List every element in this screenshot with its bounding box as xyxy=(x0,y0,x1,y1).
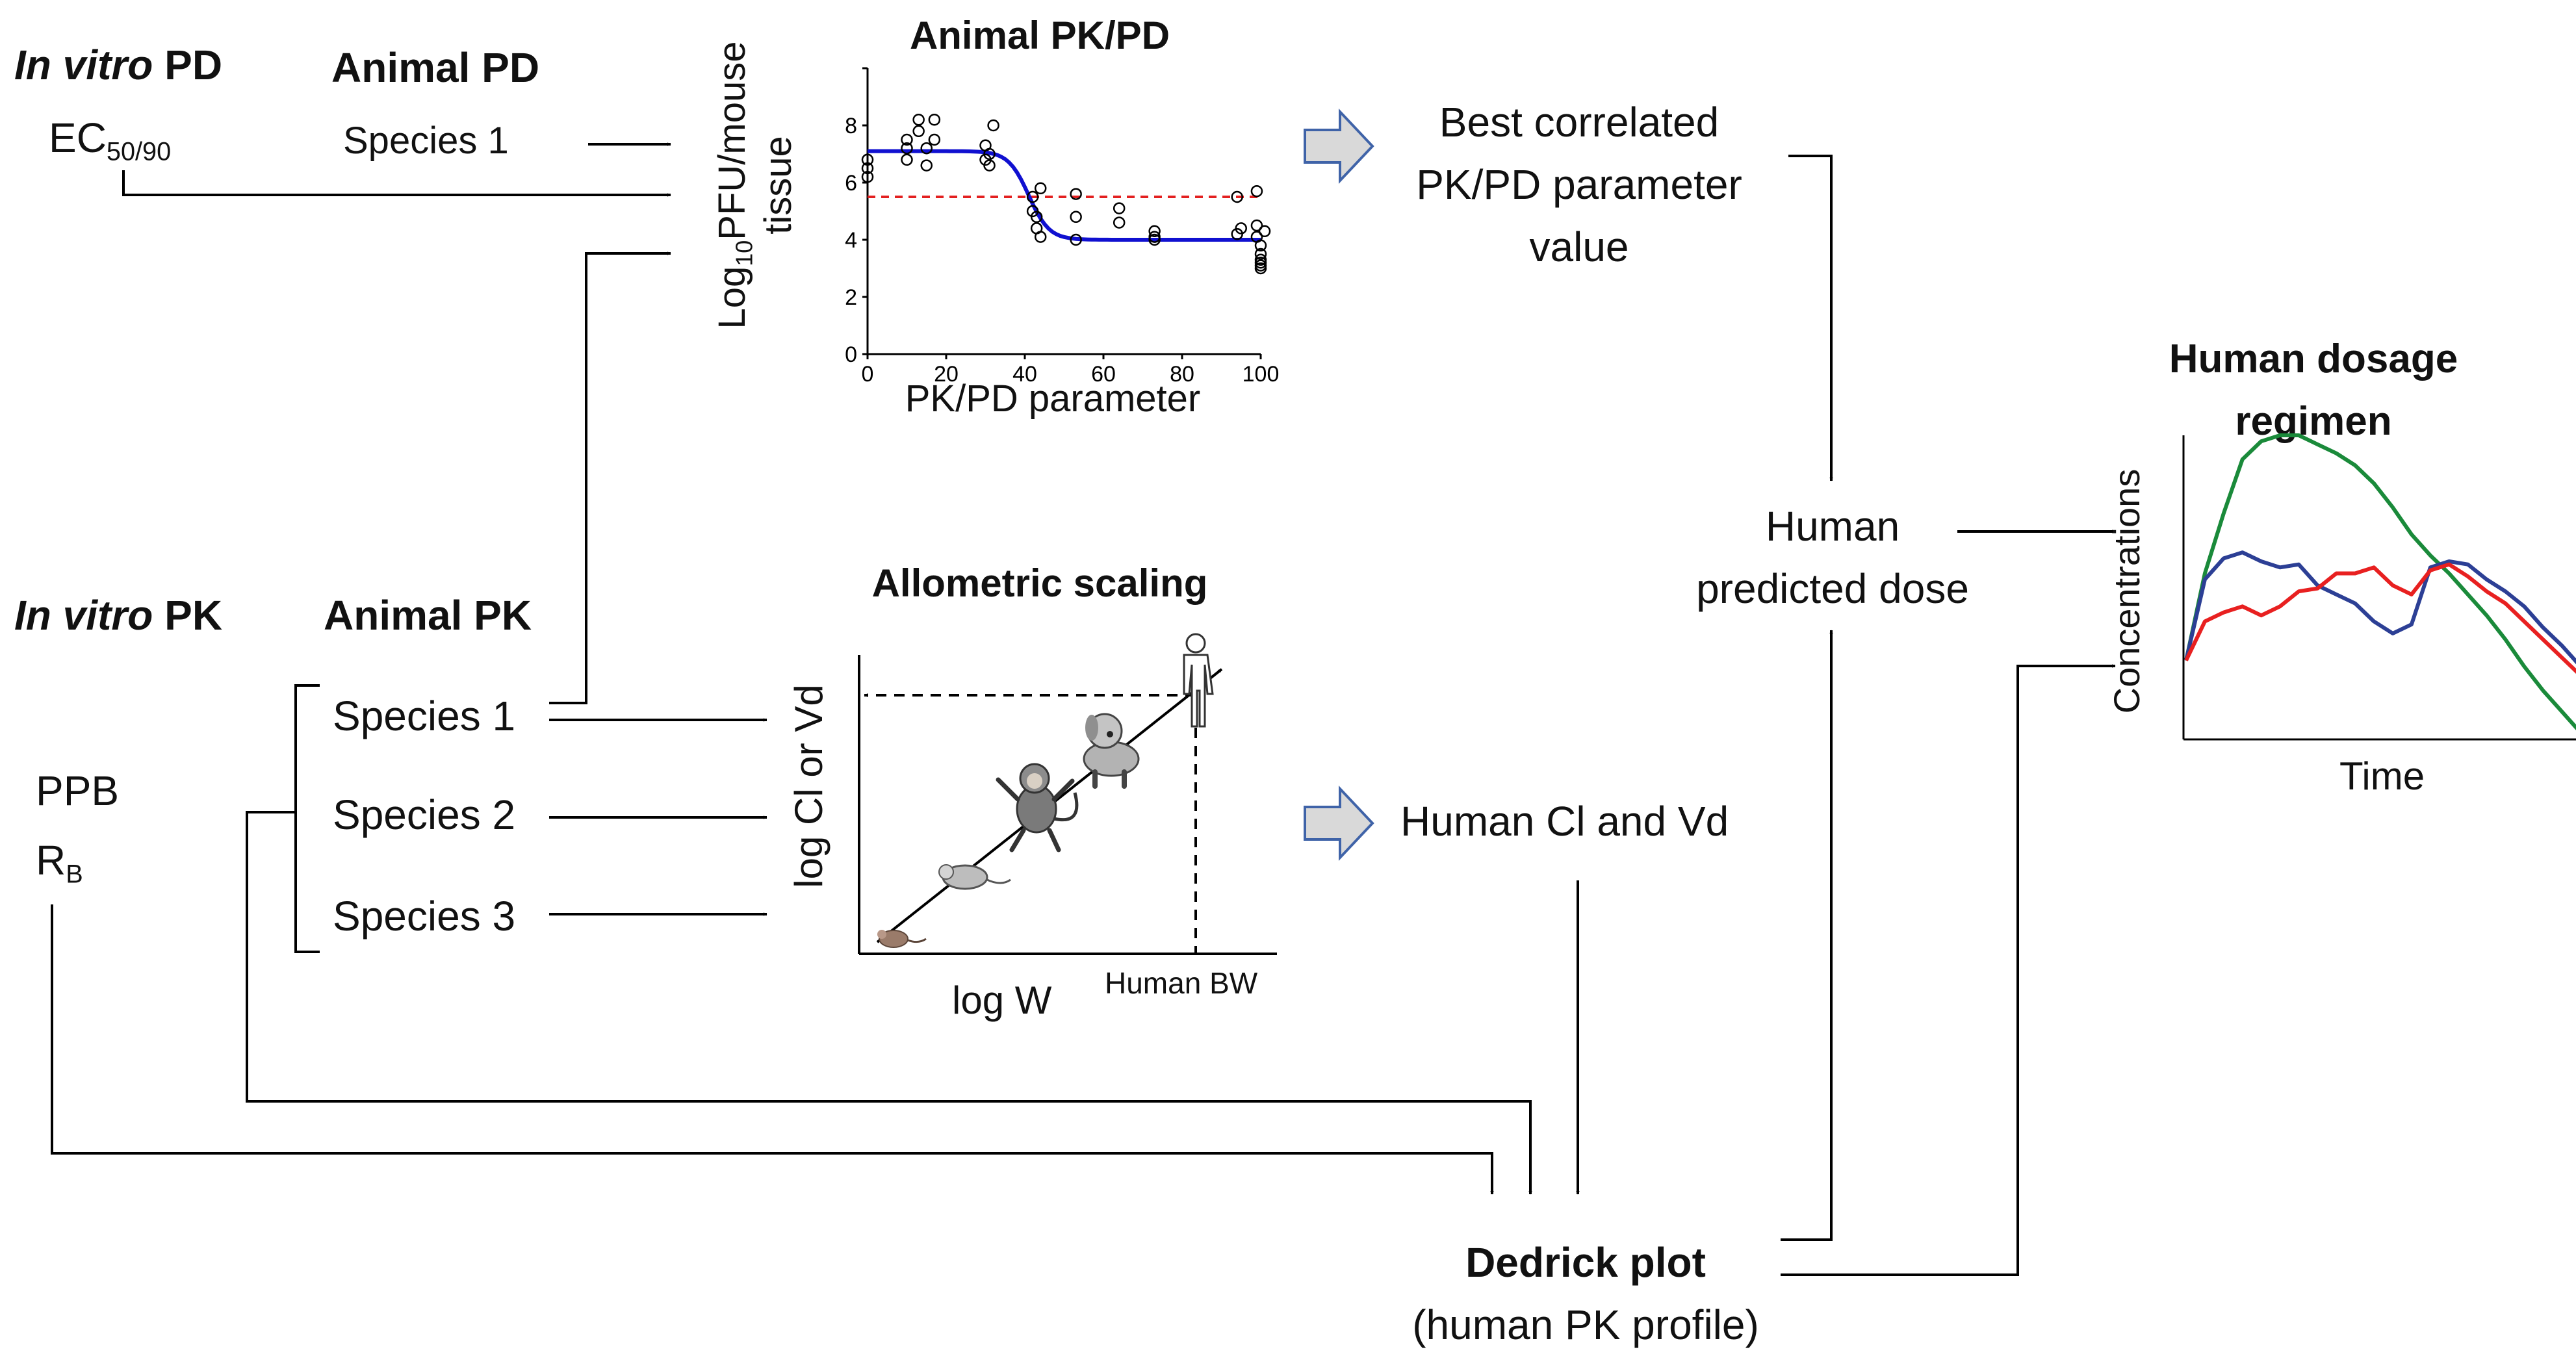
animal-pd-heading: Animal PD xyxy=(331,44,540,91)
pkpd-xtick-label: 80 xyxy=(1170,362,1194,387)
invitro-pk-label: In vitro PK xyxy=(14,592,223,639)
pkpd-data-point xyxy=(920,159,933,172)
pkpd-data-point xyxy=(901,153,913,166)
pkpd-xtick-label: 0 xyxy=(862,362,874,387)
pkpd-data-point xyxy=(901,142,913,155)
arrow-best-to-dose xyxy=(1788,155,1833,481)
regimen-series-red xyxy=(2184,562,2576,674)
arrow-ec50-to-chart xyxy=(122,170,671,197)
regimen-chart-xlabel: Time xyxy=(2339,754,2425,798)
pkpd-data-point xyxy=(987,119,999,132)
species-bracket xyxy=(294,684,320,953)
best-correlated-text: Best correlated PK/PD parameter value xyxy=(1416,99,1742,270)
pkpd-data-point xyxy=(1070,233,1082,246)
pkpd-data-point xyxy=(861,153,874,166)
pkpd-data-point xyxy=(1254,248,1267,261)
pkpd-data-point xyxy=(928,113,941,126)
ppb-label: PPB xyxy=(36,767,120,814)
pkpd-data-point xyxy=(1113,202,1126,214)
regimen-series-green xyxy=(2184,433,2576,731)
pkpd-chart-title: Animal PK/PD xyxy=(909,14,1170,57)
species3-label: Species 3 xyxy=(333,893,516,940)
pkpd-data-point xyxy=(1254,262,1267,275)
pkpd-data-point xyxy=(1113,216,1126,229)
pkpd-ytick-label: 4 xyxy=(845,228,857,253)
pkpd-data-point xyxy=(1030,211,1043,224)
regimen-chart-title: Human dosage regimen xyxy=(2169,337,2458,444)
dog-icon xyxy=(1083,713,1140,789)
pkpd-data-point xyxy=(901,133,913,146)
regimen-series-blue xyxy=(2184,550,2576,665)
pkpd-data-point xyxy=(983,147,996,160)
pkpd-data-point xyxy=(861,170,874,183)
arrow-animal-pk-to-dedrick xyxy=(246,811,1532,1195)
arrow-species1-to-pkpd-chart xyxy=(549,251,671,704)
pkpd-data-point xyxy=(912,113,925,126)
allo-chart-title: Allometric scaling xyxy=(871,561,1208,605)
pkpd-sigmoid-fit xyxy=(868,149,1261,242)
pkpd-xtick-label: 100 xyxy=(1243,362,1280,387)
pkpd-data-point xyxy=(928,133,941,146)
animal-pk-heading: Animal PK xyxy=(324,592,532,639)
rb-label: RB xyxy=(36,837,83,889)
allo-chart-xlabel: log W xyxy=(952,979,1052,1022)
monkey-icon xyxy=(996,763,1079,852)
pkpd-data-point xyxy=(1231,190,1243,203)
pkpd-data-point xyxy=(1070,188,1082,200)
pkpd-data-point xyxy=(1235,222,1247,235)
allo-chart-ylabel: log Cl or Vd xyxy=(787,684,831,888)
pkpd-data-point xyxy=(1070,211,1082,224)
regimen-chart-ylabel: Concentrations xyxy=(2106,468,2147,714)
pkpd-data-point xyxy=(1250,185,1263,198)
pkpd-ytick-label: 6 xyxy=(845,171,857,196)
human-icon xyxy=(1183,633,1214,728)
allometric-chart xyxy=(858,633,1277,955)
arrow-ppb-to-dedrick xyxy=(51,904,1494,1195)
pkpd-ytick-label: 2 xyxy=(845,285,857,310)
ec50-label: EC50/90 xyxy=(49,114,172,166)
pkpd-chart-xlabel: PK/PD parameter xyxy=(905,377,1201,420)
pkpd-xtick-label: 40 xyxy=(1012,362,1037,387)
pkpd-data-point xyxy=(1250,219,1263,232)
pkpd-data-point xyxy=(861,162,874,175)
pkpd-chart-ylabel: Log10PFU/mouse tissue xyxy=(711,41,799,329)
arrow-dedrick-to-dose xyxy=(1781,630,1833,1241)
pkpd-data-point xyxy=(1034,231,1047,243)
invitro-pd-label: In vitro PD xyxy=(14,42,223,88)
pkpd-ytick-label: 0 xyxy=(845,342,857,367)
pkpd-data-point xyxy=(920,142,933,155)
animal-pd-species: Species 1 xyxy=(343,120,509,162)
species1-label: Species 1 xyxy=(333,693,516,739)
species2-label: Species 2 xyxy=(333,791,516,838)
allo-chart-human-bw: Human BW xyxy=(1105,966,1258,1000)
pkpd-data-point xyxy=(1258,225,1271,238)
block-arrow-pkpd xyxy=(1304,108,1374,185)
pkpd-xtick-label: 20 xyxy=(934,362,959,387)
pkpd-ytick-label: 8 xyxy=(845,114,857,138)
pkpd-data-point xyxy=(1254,239,1267,252)
rat-icon xyxy=(938,864,1011,890)
pkpd-data-point xyxy=(912,125,925,138)
pkpd-data-point xyxy=(1026,190,1039,203)
human-cl-vd-text: Human Cl and Vd xyxy=(1400,798,1729,845)
regimen-chart xyxy=(2182,433,2576,741)
pkpd-xtick-label: 60 xyxy=(1091,362,1116,387)
human-predicted-dose-text: Human predicted dose xyxy=(1696,503,1969,612)
pkpd-chart: 0 20 40 60 80 100 0 2 4 6 8 xyxy=(845,67,1279,387)
mouse-icon xyxy=(877,930,927,948)
pkpd-data-point xyxy=(1034,182,1047,195)
pkpd-data-point xyxy=(1148,225,1161,238)
pkpd-data-point xyxy=(983,159,996,172)
pkpd-data-point xyxy=(1148,233,1161,246)
arrow-dedrick-to-regimen xyxy=(1781,664,2116,1276)
block-arrow-allometric xyxy=(1304,785,1374,862)
dedrick-plot-text: Dedrick plot (human PK profile) xyxy=(1412,1239,1759,1348)
